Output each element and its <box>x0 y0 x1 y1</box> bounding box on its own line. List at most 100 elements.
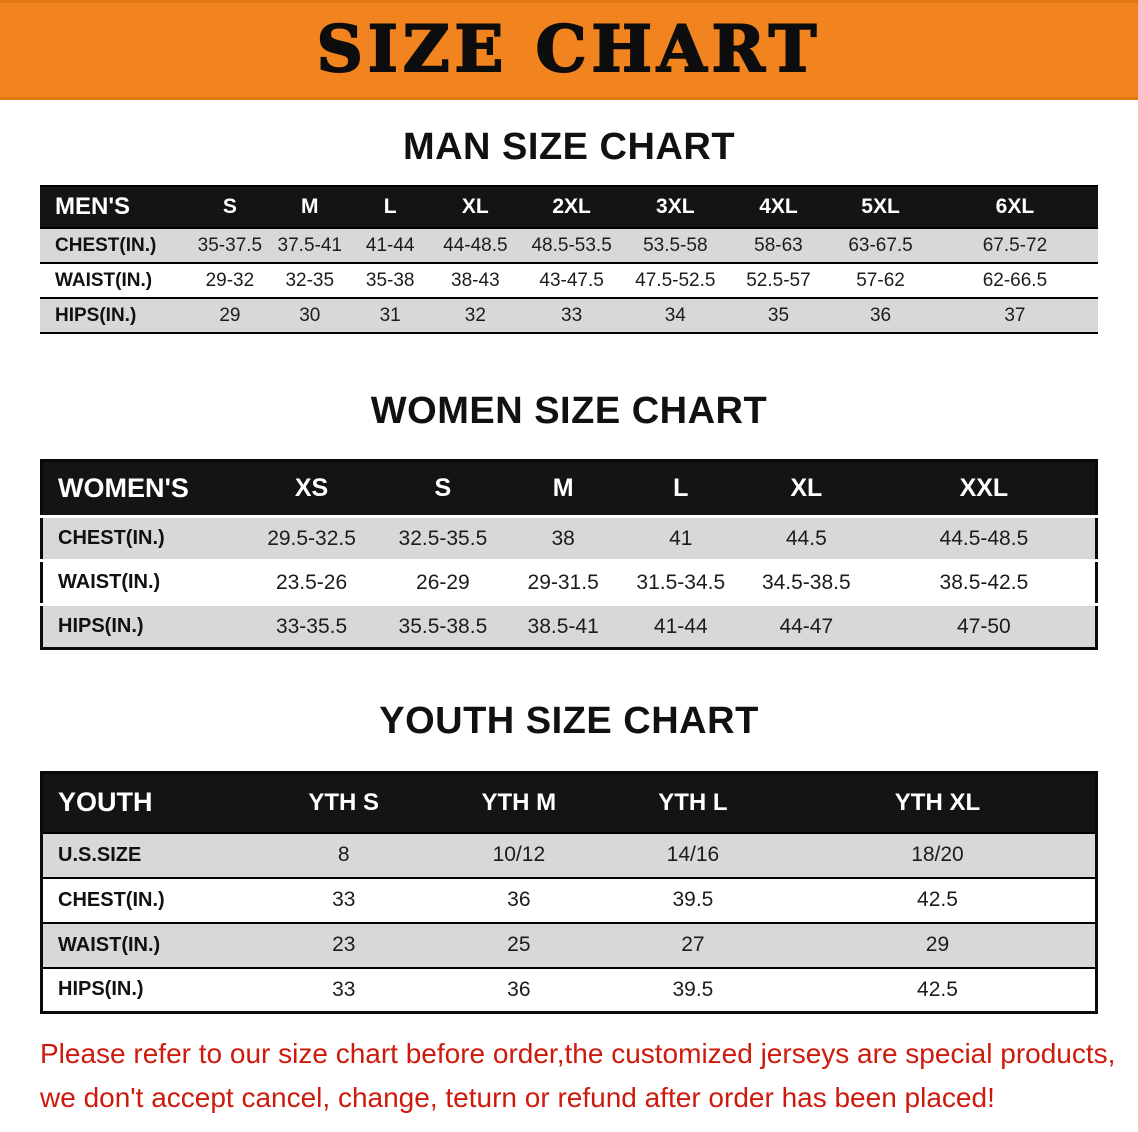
disclaimer-line-1: Please refer to our size chart before or… <box>40 1038 1116 1069</box>
measurement-label: WAIST(IN.) <box>41 559 242 605</box>
measurement-value: 32-35 <box>269 262 350 298</box>
measurement-label: CHEST(IN.) <box>41 876 256 923</box>
men-header-row: MEN'S S M L XL 2XL 3XL 4XL 5XL 6XL <box>40 186 1098 228</box>
measurement-value: 42.5 <box>779 876 1097 923</box>
men-section: MAN SIZE CHART MEN'S S M L XL 2XL 3XL 4XL 5XL 6XL… <box>0 126 1138 334</box>
banner: SIZE CHART <box>0 0 1138 100</box>
measurement-value: 44-48.5 <box>430 227 521 263</box>
size-column-header: XL <box>739 460 873 517</box>
measurement-value: 10/12 <box>431 831 606 878</box>
size-column-header: YTH XL <box>779 772 1097 833</box>
measurement-row: WAIST(IN.) 23 25 27 29 <box>41 921 1097 968</box>
size-column-header: 2XL <box>520 186 623 228</box>
measurement-value: 39.5 <box>605 876 780 923</box>
measurement-value: 31.5-34.5 <box>621 559 740 605</box>
page-title: SIZE CHART <box>316 12 822 87</box>
measurement-value: 62-66.5 <box>931 262 1098 298</box>
measurement-value: 23.5-26 <box>241 559 382 605</box>
measurement-value: 14/16 <box>605 831 780 878</box>
measurement-value: 58-63 <box>727 227 830 263</box>
size-column-header: 6XL <box>931 186 1098 228</box>
measurement-value: 29 <box>190 297 270 333</box>
measurement-value: 37.5-41 <box>269 227 350 263</box>
measurement-label: WAIST(IN.) <box>40 262 191 298</box>
size-column-header: YTH M <box>431 772 606 833</box>
measurement-value: 35-37.5 <box>190 227 270 263</box>
size-column-header: L <box>349 186 431 228</box>
women-size-table: WOMEN'S XS S M L XL XXL CHEST(IN.) 29.5-32.5 32.… <box>40 459 1098 650</box>
measurement-row: HIPS(IN.) 29 30 31 32 33 34 35 36 37 <box>40 297 1098 333</box>
measurement-row: HIPS(IN.) 33-35.5 35.5-38.5 38.5-41 41-44 44-… <box>41 603 1097 649</box>
measurement-value: 18/20 <box>779 831 1097 878</box>
youth-section-heading: YOUTH SIZE CHART <box>379 700 759 742</box>
women-header-row: WOMEN'S XS S M L XL XXL <box>41 460 1097 517</box>
men-section-heading: MAN SIZE CHART <box>402 126 736 168</box>
youth-size-table: YOUTH YTH S YTH M YTH L YTH XL U.S.SIZE 8 10/1… <box>40 771 1098 1014</box>
measurement-value: 33 <box>520 297 623 333</box>
measurement-value: 67.5-72 <box>931 227 1098 263</box>
youth-section: YOUTH SIZE CHART YOUTH YTH S YTH M YTH L YTH… <box>0 700 1138 1014</box>
size-column-header: XL <box>430 186 521 228</box>
measurement-value: 39.5 <box>605 966 780 1013</box>
measurement-value: 41-44 <box>349 227 431 263</box>
measurement-value: 25 <box>431 921 606 968</box>
measurement-value: 29-31.5 <box>504 559 622 605</box>
women-section-heading: WOMEN SIZE CHART <box>370 390 768 432</box>
measurement-value: 29-32 <box>190 262 270 298</box>
measurement-row: WAIST(IN.) 23.5-26 26-29 29-31.5 31.5-34.5 34… <box>41 559 1097 605</box>
measurement-label: CHEST(IN.) <box>40 227 191 263</box>
measurement-label: WAIST(IN.) <box>41 921 256 968</box>
measurement-value: 33 <box>255 966 432 1013</box>
size-column-header: YTH S <box>255 772 432 833</box>
measurement-value: 27 <box>605 921 780 968</box>
measurement-value: 33-35.5 <box>241 603 382 649</box>
measurement-value: 34.5-38.5 <box>739 559 873 605</box>
size-column-header: M <box>504 460 622 517</box>
measurement-value: 52.5-57 <box>727 262 830 298</box>
measurement-label: CHEST(IN.) <box>41 515 242 561</box>
measurement-row: CHEST(IN.) 29.5-32.5 32.5-35.5 38 41 44.5 44.5… <box>41 515 1097 561</box>
measurement-value: 35 <box>727 297 830 333</box>
measurement-row: CHEST(IN.) 33 36 39.5 42.5 <box>41 876 1097 923</box>
measurement-value: 41 <box>621 515 740 561</box>
men-size-table: MEN'S S M L XL 2XL 3XL 4XL 5XL 6XL CHEST(IN.) 35-3… <box>40 185 1098 334</box>
measurement-row: WAIST(IN.) 29-32 32-35 35-38 38-43 43-47.5 47.… <box>40 262 1098 298</box>
size-column-header: YTH L <box>605 772 780 833</box>
measurement-value: 38.5-41 <box>504 603 622 649</box>
measurement-value: 26-29 <box>381 559 505 605</box>
measurement-value: 30 <box>269 297 350 333</box>
size-column-header: M <box>269 186 350 228</box>
measurement-label: HIPS(IN.) <box>40 297 191 333</box>
size-column-header: 5XL <box>829 186 932 228</box>
measurement-value: 34 <box>622 297 728 333</box>
measurement-row: U.S.SIZE 8 10/12 14/16 18/20 <box>41 831 1097 878</box>
measurement-value: 29 <box>779 921 1097 968</box>
women-section: WOMEN SIZE CHART WOMEN'S XS S M L XL XXL CHEST… <box>0 390 1138 650</box>
measurement-row: CHEST(IN.) 35-37.5 37.5-41 41-44 44-48.5 48.5… <box>40 227 1098 263</box>
measurement-value: 63-67.5 <box>829 227 932 263</box>
measurement-value: 36 <box>431 966 606 1013</box>
measurement-value: 35-38 <box>349 262 431 298</box>
measurement-value: 38-43 <box>430 262 521 298</box>
measurement-row: HIPS(IN.) 33 36 39.5 42.5 <box>41 966 1097 1013</box>
size-column-header: S <box>190 186 270 228</box>
measurement-value: 44-47 <box>739 603 873 649</box>
measurement-value: 29.5-32.5 <box>241 515 382 561</box>
measurement-value: 36 <box>829 297 932 333</box>
measurement-value: 48.5-53.5 <box>520 227 623 263</box>
measurement-value: 32.5-35.5 <box>381 515 505 561</box>
measurement-value: 47.5-52.5 <box>622 262 728 298</box>
measurement-value: 37 <box>931 297 1098 333</box>
size-column-header: 4XL <box>727 186 830 228</box>
measurement-label: HIPS(IN.) <box>41 603 242 649</box>
size-column-header: 3XL <box>622 186 728 228</box>
measurement-value: 32 <box>430 297 521 333</box>
measurement-value: 23 <box>255 921 432 968</box>
measurement-value: 42.5 <box>779 966 1097 1013</box>
table-corner-label: WOMEN'S <box>41 460 242 517</box>
measurement-value: 41-44 <box>621 603 740 649</box>
youth-header-row: YOUTH YTH S YTH M YTH L YTH XL <box>41 772 1097 833</box>
measurement-value: 35.5-38.5 <box>381 603 505 649</box>
measurement-value: 53.5-58 <box>622 227 728 263</box>
measurement-value: 31 <box>349 297 431 333</box>
